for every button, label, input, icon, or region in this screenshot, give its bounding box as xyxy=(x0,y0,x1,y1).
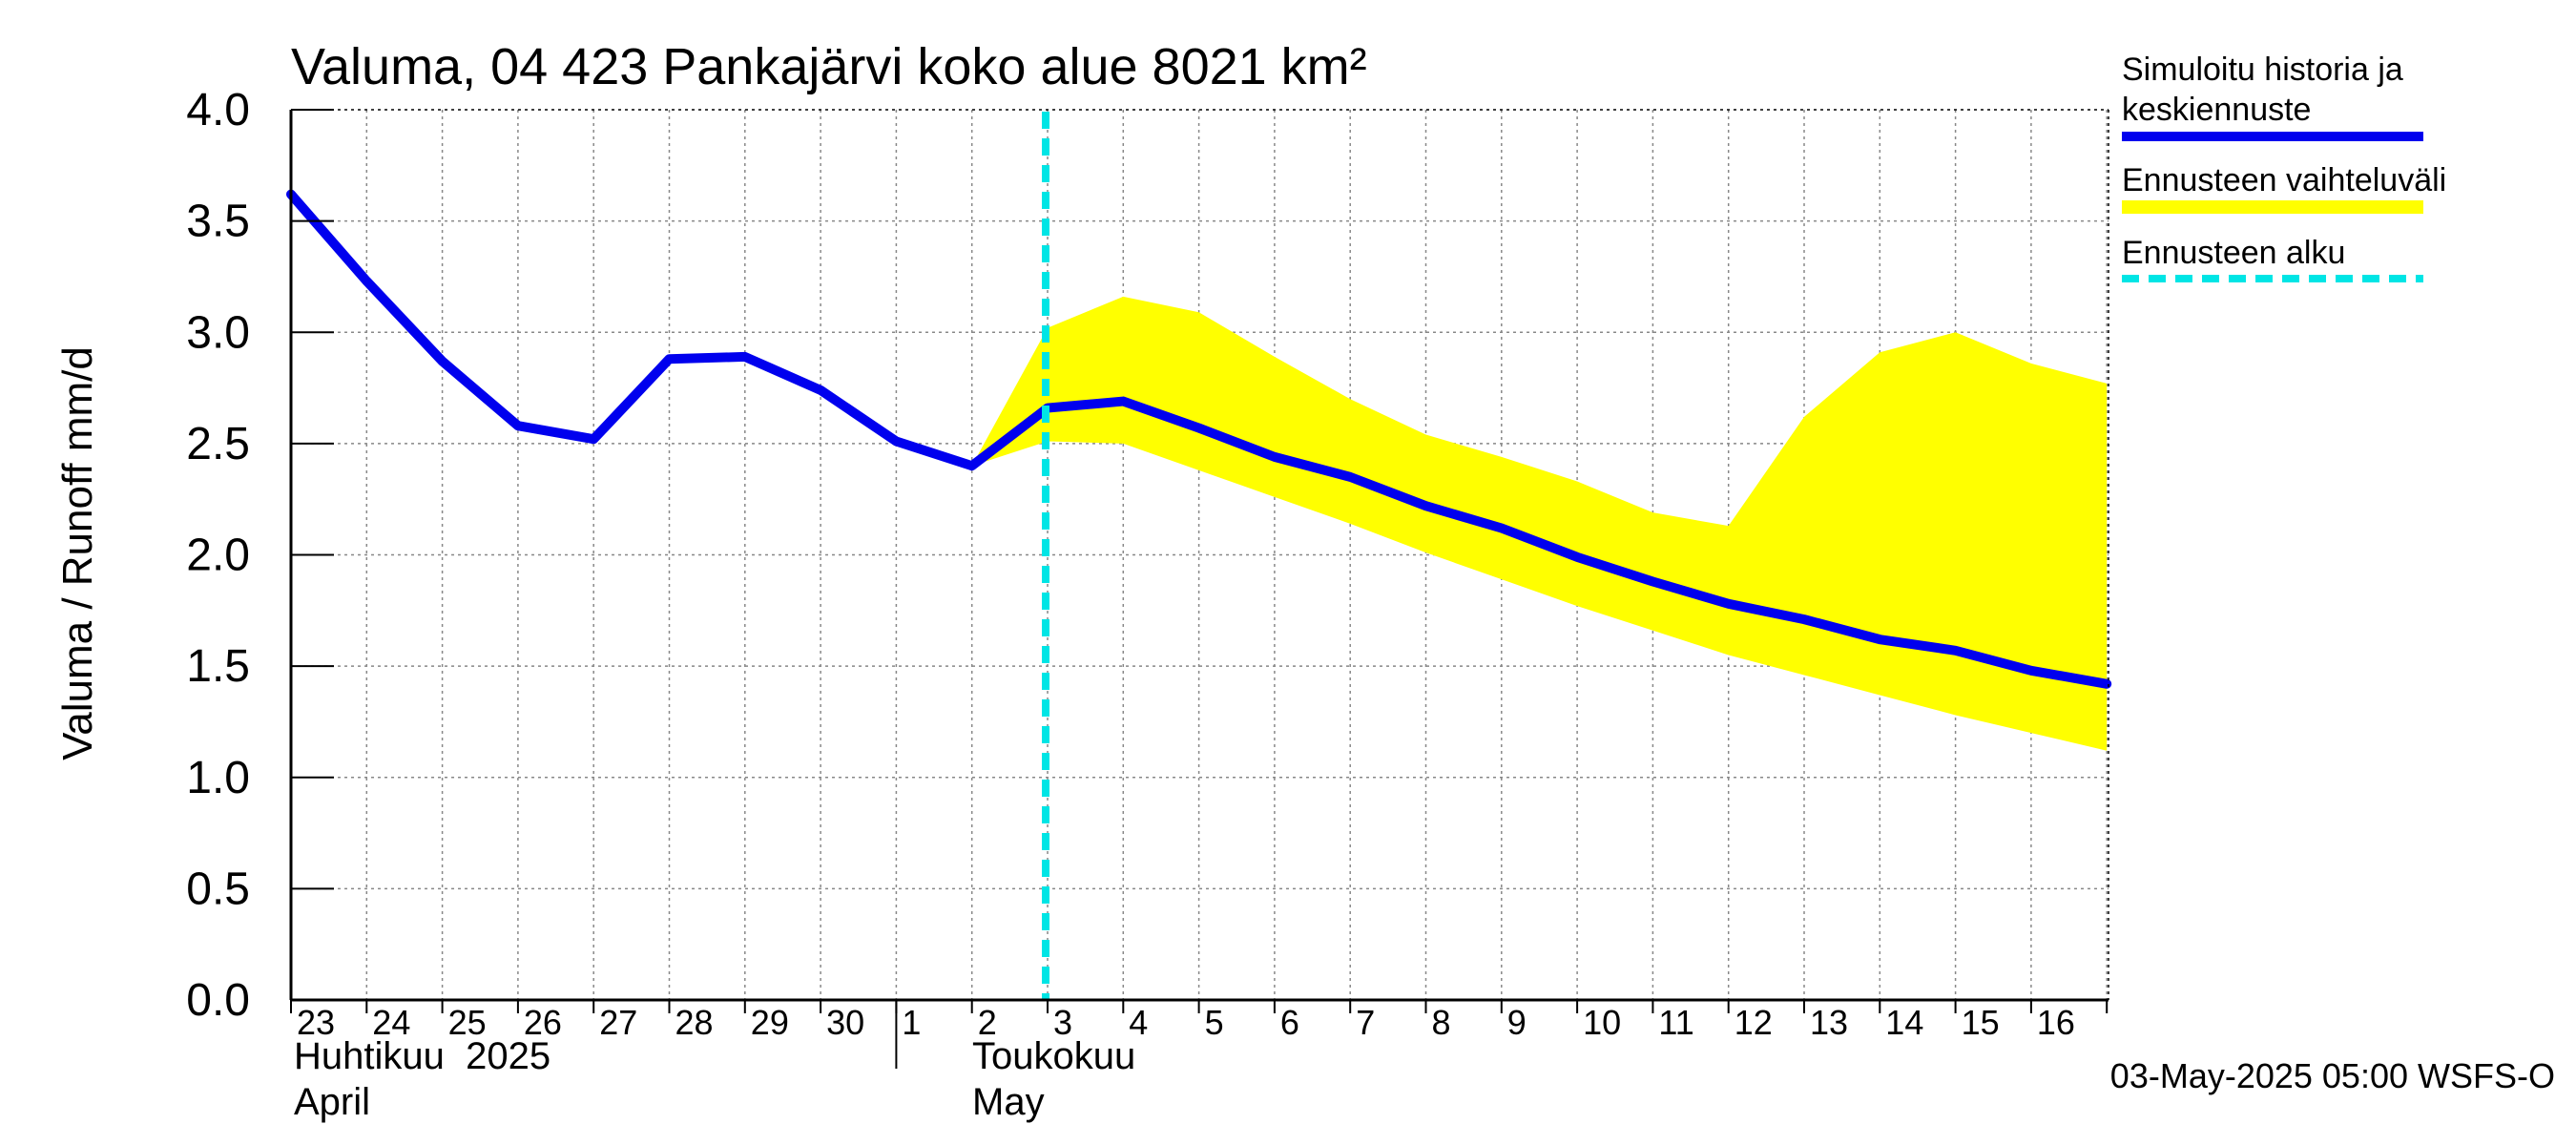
x-tick-label: 3 xyxy=(1053,1003,1072,1042)
x-tick-label: 4 xyxy=(1129,1003,1148,1042)
x-axis-ticks: 23 24 25 26 27 28 29 30 1 2 3 4 5 6 7 8 9 10 11 12 13 14 15 16 xyxy=(290,1000,2109,1069)
x-tick-label: 8 xyxy=(1432,1003,1451,1042)
month-label-april-line1: Huhtikuu 2025 xyxy=(294,1035,551,1077)
x-tick-label: 12 xyxy=(1735,1003,1773,1042)
legend-label-simulated-line1: Simuloitu historia ja xyxy=(2122,52,2403,88)
x-tick-label: 11 xyxy=(1658,1003,1693,1042)
simulated-runoff-polyline xyxy=(286,189,2112,689)
x-tick-label: 26 xyxy=(524,1003,562,1042)
y-tick-label: 0.0 xyxy=(186,975,250,1026)
chart-legend: Simuloitu historia ja keskiennuste Ennus… xyxy=(2122,52,2446,282)
footer-timestamp: 03-May-2025 05:00 WSFS-O xyxy=(2110,1056,2555,1095)
chart-title: Valuma, 04 423 Pankajärvi koko alue 8021… xyxy=(291,38,1367,95)
y-tick-label: 2.5 xyxy=(186,419,250,469)
x-tick-label: 6 xyxy=(1280,1003,1299,1042)
y-tick-label: 2.0 xyxy=(186,531,250,581)
month-labels: Huhtikuu 2025 April Toukokuu May xyxy=(294,1035,1135,1123)
x-tick-label: 5 xyxy=(1205,1003,1224,1042)
x-tick-label: 1 xyxy=(902,1003,921,1042)
y-tick-label: 3.5 xyxy=(186,197,250,247)
legend-label-simulated-line2: keskiennuste xyxy=(2122,92,2311,128)
x-tick-label: 7 xyxy=(1356,1003,1375,1042)
y-axis-label: Valuma / Runoff mm/d xyxy=(54,346,101,760)
x-tick-label: 9 xyxy=(1507,1003,1527,1042)
x-tick-label: 28 xyxy=(675,1003,714,1042)
legend-item-range: Ennusteen vaihteluväli xyxy=(2122,162,2446,214)
x-tick-label: 15 xyxy=(1962,1003,2000,1042)
x-tick-label: 14 xyxy=(1885,1003,1923,1042)
y-tick-label: 1.5 xyxy=(186,641,250,692)
x-tick-label: 25 xyxy=(448,1003,487,1042)
legend-label-forecast-start: Ennusteen alku xyxy=(2122,235,2345,271)
legend-label-range: Ennusteen vaihteluväli xyxy=(2122,162,2446,198)
month-label-may-line1: Toukokuu xyxy=(972,1035,1135,1077)
x-tick-label: 29 xyxy=(751,1003,789,1042)
y-tick-label: 1.0 xyxy=(186,753,250,803)
x-tick-label: 16 xyxy=(2037,1003,2075,1042)
x-tick-label: 23 xyxy=(297,1003,335,1042)
y-tick-label: 4.0 xyxy=(186,85,250,135)
month-label-april-line2: April xyxy=(294,1081,370,1123)
y-tick-label: 3.0 xyxy=(186,307,250,358)
simulated-runoff-line xyxy=(286,189,2112,689)
x-tick-label: 24 xyxy=(372,1003,410,1042)
x-tick-label: 27 xyxy=(599,1003,637,1042)
legend-item-simulated: Simuloitu historia ja keskiennuste xyxy=(2122,52,2423,141)
legend-item-forecast-start: Ennusteen alku xyxy=(2122,235,2423,282)
x-tick-label: 13 xyxy=(1810,1003,1848,1042)
y-axis-ticks: 0.0 0.5 1.0 1.5 2.0 2.5 3.0 3.5 4.0 xyxy=(186,85,334,1026)
x-tick-label: 2 xyxy=(978,1003,997,1042)
forecast-range-band xyxy=(971,296,2108,751)
forecast-range-area xyxy=(971,296,2108,751)
y-tick-label: 0.5 xyxy=(186,864,250,914)
x-tick-label: 30 xyxy=(826,1003,864,1042)
month-label-may-line2: May xyxy=(972,1081,1045,1123)
x-tick-label: 10 xyxy=(1583,1003,1621,1042)
